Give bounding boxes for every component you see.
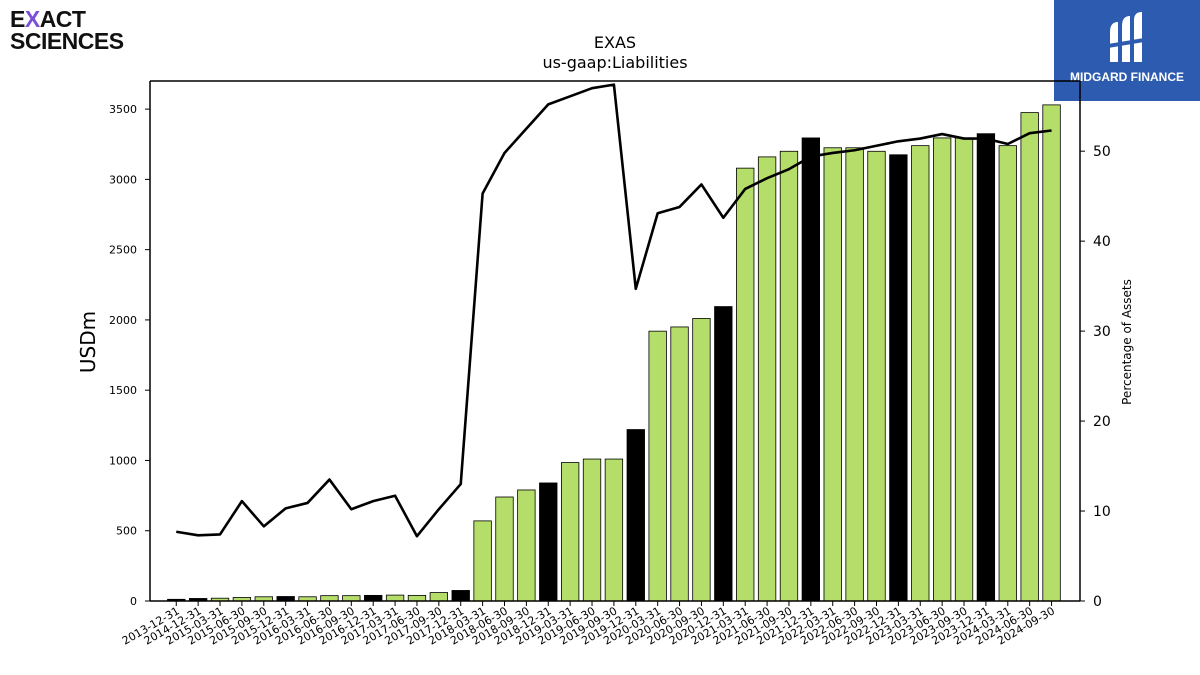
y2-tick-label: 20 <box>1093 414 1111 430</box>
bar-2019-06-30 <box>582 458 602 602</box>
line-series <box>176 83 1052 538</box>
bar-2022-09-30 <box>867 150 886 602</box>
logo-line-2: SCIENCES <box>10 28 124 54</box>
bar-2018-06-30 <box>495 496 514 602</box>
bar-2020-03-31 <box>648 330 667 602</box>
bar-2017-06-30 <box>407 594 427 602</box>
bar-2020-06-30 <box>670 326 689 602</box>
bar-2021-06-30 <box>757 156 777 602</box>
bar-2016-12-31 <box>364 594 383 602</box>
bar-2016-09-30 <box>342 595 361 602</box>
brand-name: MIDGARD FINANCE <box>1070 70 1184 84</box>
bar-2017-03-31 <box>385 594 405 602</box>
percentage-line <box>176 83 1052 538</box>
y-tick-label: 1000 <box>109 454 137 467</box>
exact-sciences-logo: EXACT SCIENCES <box>10 8 140 56</box>
bar-2023-06-30 <box>932 137 952 602</box>
axes: 0500100015002000250030003500010203040502… <box>109 80 1111 648</box>
y2-tick-label: 0 <box>1093 594 1102 610</box>
bar-2022-03-31 <box>823 147 842 602</box>
bar-2023-09-30 <box>954 137 974 602</box>
y-tick-label: 2000 <box>109 314 137 327</box>
bar-2019-09-30 <box>604 458 624 602</box>
y-tick-label: 500 <box>116 525 137 538</box>
bar-2019-12-31 <box>626 429 645 602</box>
bar-2021-09-30 <box>779 150 799 602</box>
midgard-mark-icon <box>1108 12 1144 62</box>
bar-2024-06-30 <box>1020 112 1039 602</box>
bar-2018-03-31 <box>473 520 492 602</box>
y-tick-label: 3000 <box>109 173 137 186</box>
bar-2024-09-30 <box>1042 104 1061 602</box>
bar-2018-09-30 <box>517 489 536 602</box>
logo-line-1: EXACT <box>10 6 86 32</box>
bar-2017-09-30 <box>429 592 448 602</box>
y2-tick-label: 50 <box>1093 144 1111 160</box>
bar-2017-12-31 <box>451 590 470 602</box>
y-tick-label: 3500 <box>109 103 137 116</box>
bar-2019-03-31 <box>560 462 580 602</box>
bar-2021-12-31 <box>801 137 821 602</box>
y2-tick-label: 10 <box>1093 504 1111 520</box>
bar-2016-06-30 <box>320 595 339 602</box>
bar-2020-09-30 <box>692 318 711 602</box>
y-tick-label: 0 <box>130 595 137 608</box>
y2-tick-label: 40 <box>1093 234 1111 250</box>
y2-axis-label: Percentage of Assets <box>1120 279 1134 405</box>
y-tick-label: 2500 <box>109 244 137 257</box>
chart-title: EXAS <box>594 33 636 52</box>
bar-series <box>167 104 1061 602</box>
bar-2020-12-31 <box>714 306 733 602</box>
bar-2022-12-31 <box>889 154 908 602</box>
y-tick-label: 1500 <box>109 384 137 397</box>
bar-2023-12-31 <box>976 133 996 602</box>
bar-2021-03-31 <box>736 167 755 602</box>
chart-subtitle: us-gaap:Liabilities <box>542 53 687 72</box>
midgard-finance-logo: MIDGARD FINANCE <box>1054 0 1200 101</box>
bar-2018-12-31 <box>539 482 558 602</box>
y2-tick-label: 30 <box>1093 324 1111 340</box>
bar-2024-03-31 <box>998 145 1017 602</box>
y-axis-label: USDm <box>76 311 100 373</box>
bar-2022-06-30 <box>845 147 864 602</box>
bar-2023-03-31 <box>911 145 930 602</box>
